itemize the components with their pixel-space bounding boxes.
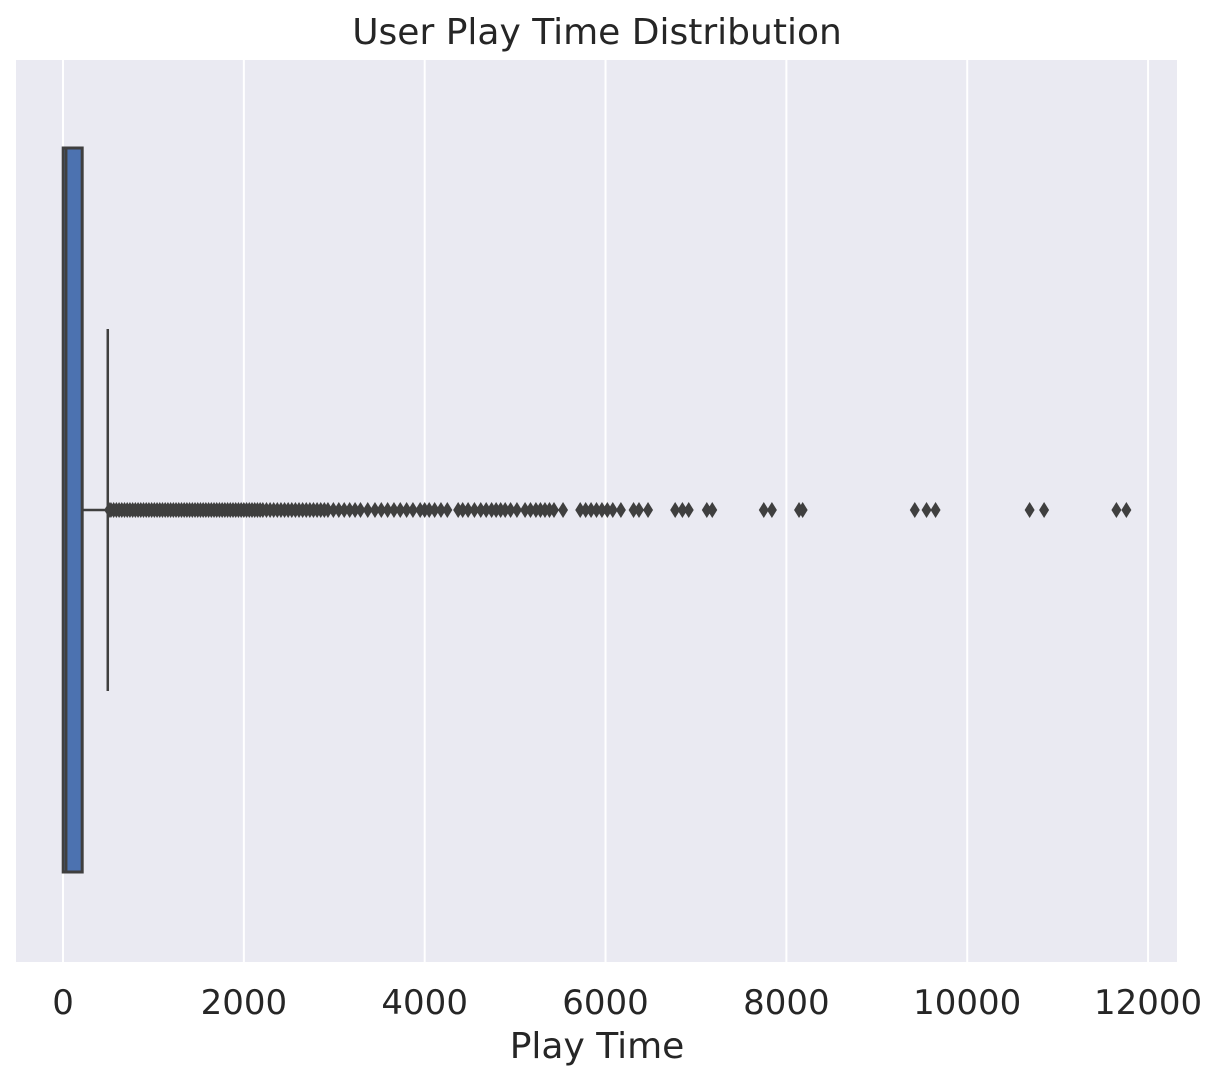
outlier-point	[628, 502, 639, 518]
outlier-point	[1111, 502, 1122, 518]
outlier-point	[333, 502, 344, 518]
outlier-point	[1039, 502, 1050, 518]
x-tick-label: 2000	[201, 983, 288, 1023]
outlier-point	[1024, 502, 1035, 518]
x-tick-label: 4000	[381, 983, 468, 1023]
x-tick-label: 0	[52, 983, 74, 1023]
outlier-point	[442, 502, 453, 518]
outlier-point	[500, 502, 511, 518]
outlier-point	[382, 502, 393, 518]
outlier-point	[401, 502, 412, 518]
outlier-point	[633, 502, 644, 518]
outlier-point	[670, 502, 681, 518]
outlier-point	[643, 502, 654, 518]
outlier-point	[683, 502, 694, 518]
outlier-point	[701, 502, 712, 518]
outlier-point	[369, 502, 380, 518]
outlier-point	[707, 502, 718, 518]
outlier-point	[407, 502, 418, 518]
chart-title: User Play Time Distribution	[352, 12, 842, 53]
outlier-point	[344, 502, 355, 518]
outlier-point	[797, 502, 808, 518]
outlier-point	[909, 502, 920, 518]
outlier-point	[596, 502, 607, 518]
outlier-point	[505, 502, 516, 518]
outlier-point	[322, 502, 333, 518]
outlier-point	[328, 502, 339, 518]
outlier-point	[481, 502, 492, 518]
outlier-point	[463, 502, 474, 518]
outlier-point	[758, 502, 769, 518]
outlier-point	[607, 502, 618, 518]
outlier-point	[549, 502, 560, 518]
outlier-point	[395, 502, 406, 518]
outlier-point	[376, 502, 387, 518]
outlier-point	[339, 502, 350, 518]
x-tick-label: 12000	[1094, 983, 1202, 1023]
outlier-point	[930, 502, 941, 518]
outlier-point	[602, 502, 613, 518]
outlier-point	[362, 502, 373, 518]
outlier-point	[350, 502, 361, 518]
outlier-point	[615, 502, 626, 518]
outlier-point	[558, 502, 569, 518]
outlier-point	[677, 502, 688, 518]
box-iqr	[61, 146, 84, 874]
outlier-point	[355, 502, 366, 518]
x-tick-label: 10000	[913, 983, 1021, 1023]
outlier-point	[457, 502, 468, 518]
outlier-point	[520, 502, 531, 518]
outlier-point	[511, 502, 522, 518]
outlier-point	[475, 502, 486, 518]
outlier-point	[525, 502, 536, 518]
outlier-point	[586, 502, 597, 518]
x-tick-label: 6000	[562, 983, 649, 1023]
outlier-point	[429, 502, 440, 518]
outlier-points	[104, 502, 1132, 518]
x-tick-labels: 0 2000 4000 6000 8000 10000 12000	[52, 983, 1202, 1023]
x-tick-label: 8000	[743, 983, 830, 1023]
box-group	[61, 146, 110, 874]
outlier-point	[591, 502, 602, 518]
outlier-point	[435, 502, 446, 518]
outlier-point	[424, 502, 435, 518]
outlier-point	[575, 502, 586, 518]
outlier-point	[388, 502, 399, 518]
outlier-point	[921, 502, 932, 518]
x-axis-label: Play Time	[510, 1026, 685, 1067]
outlier-point	[1121, 502, 1132, 518]
outlier-point	[580, 502, 591, 518]
outlier-point	[766, 502, 777, 518]
outlier-point	[469, 502, 480, 518]
